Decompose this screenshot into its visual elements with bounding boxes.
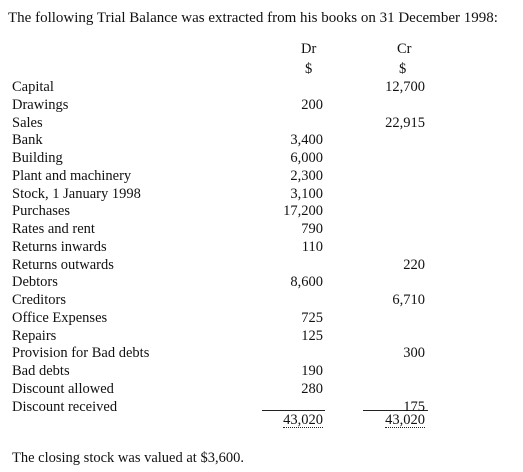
dr-amount: 790: [301, 221, 323, 237]
cr-amount: 220: [403, 256, 425, 273]
dr-amount: 8,600: [290, 274, 323, 291]
account-name: Debtors: [12, 274, 58, 291]
account-name: Stock, 1 January 1998: [12, 185, 141, 202]
account-name: Office Expenses: [12, 309, 108, 326]
cr-amount: 175: [403, 398, 425, 415]
dr-amount: 2,300: [290, 167, 323, 184]
account-name: Creditors: [12, 292, 66, 308]
dr-amount: 17,200: [283, 203, 323, 220]
account-name: Rates and rent: [12, 221, 95, 237]
account-name: Repairs: [12, 327, 57, 344]
dr-rule: [262, 410, 325, 411]
account-name: Building: [12, 150, 63, 166]
dr-amount: 725: [301, 309, 323, 326]
dr-amount: 200: [301, 96, 323, 113]
dr-amount: 110: [301, 238, 323, 255]
dr-amount: 190: [301, 363, 323, 379]
account-name: Purchases: [12, 203, 70, 220]
dr-total: 43,020: [283, 412, 323, 428]
dr-unit: $: [305, 61, 313, 77]
dr-amount: 3,400: [290, 132, 323, 149]
dr-header: Dr: [301, 41, 317, 57]
cr-amount: 6,710: [392, 292, 425, 308]
dr-amount: 6,000: [290, 150, 323, 166]
cr-header: Cr: [397, 41, 412, 57]
dr-amount: 125: [301, 327, 323, 344]
dr-amount: 3,100: [290, 185, 323, 202]
note: The closing stock was valued at $3,600.: [12, 450, 244, 466]
account-name: Bad debts: [12, 363, 70, 379]
account-name: Drawings: [12, 96, 69, 113]
account-name: Returns outwards: [12, 256, 114, 273]
account-name: Discount received: [12, 398, 118, 415]
account-name: Returns inwards: [12, 238, 107, 255]
account-name: Plant and machinery: [12, 167, 132, 184]
cr-amount: 22,915: [385, 114, 425, 131]
cr-rule: [363, 410, 428, 411]
account-name: Provision for Bad debts: [12, 345, 150, 362]
cr-amount: 12,700: [385, 79, 425, 95]
cr-amount: 300: [403, 345, 425, 362]
account-name: Bank: [12, 132, 43, 149]
account-name: Discount allowed: [12, 380, 114, 397]
cr-total: 43,020: [385, 412, 425, 428]
account-name: Capital: [12, 79, 54, 95]
dr-amount: 280: [301, 380, 323, 397]
intro: The following Trial Balance was extracte…: [8, 10, 498, 26]
account-name: Sales: [12, 114, 43, 131]
cr-unit: $: [399, 61, 407, 77]
